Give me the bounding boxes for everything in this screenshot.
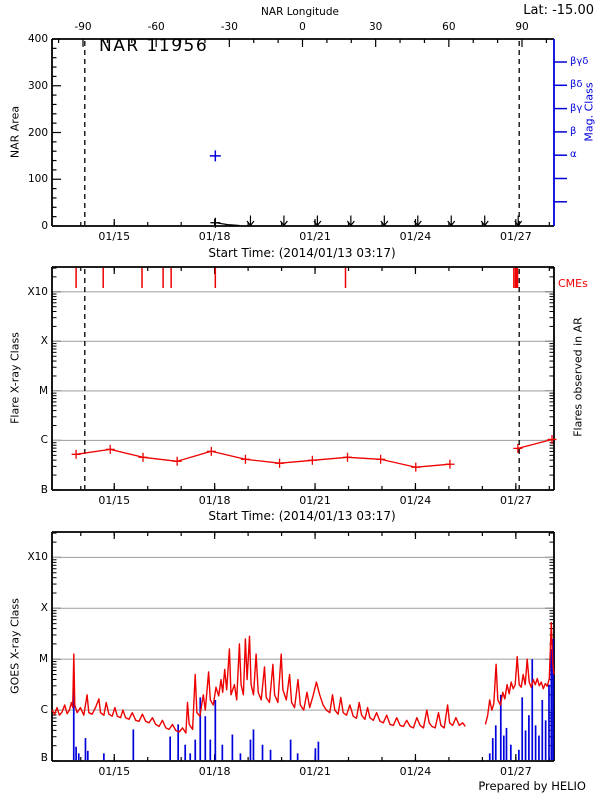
upper-limit-arrow (514, 220, 519, 226)
upper-limit-arrow (450, 220, 456, 226)
p2-x-axis-title: Start Time: (2014/01/13 03:17) (208, 509, 396, 523)
p1-date-tick-label: 01/21 (299, 230, 331, 243)
upper-limit-arrow (249, 220, 255, 226)
p3-y-axis-title: GOES X-ray Class (8, 598, 22, 694)
p1-date-tick-label: 01/18 (198, 230, 231, 243)
top-axis-title: NAR Longitude (261, 6, 339, 18)
p2-date-tick-label: 01/24 (399, 494, 432, 507)
upper-limit-arrow (417, 220, 422, 226)
cme-label: CMEs (558, 277, 588, 290)
p2-class-tick-label: X (40, 335, 48, 348)
nar-number-label: NAR 11956 (99, 36, 209, 56)
p1-date-tick-label: 01/15 (98, 230, 131, 243)
p3-class-tick-label: B (40, 751, 48, 764)
upper-limit-arrow (380, 220, 385, 226)
p1-y-tick-label: 300 (27, 79, 48, 92)
p3-class-tick-label: X (40, 602, 48, 615)
p2-class-tick-label: C (40, 434, 48, 447)
p1-y-tick-label: 400 (27, 32, 48, 45)
longitude-tick-label: 0 (299, 21, 306, 33)
p2-class-tick-label: X10 (27, 285, 48, 298)
mag-class-tick-label: βδ (570, 79, 583, 91)
upper-limit-arrow (447, 220, 452, 226)
upper-limit-arrow (480, 220, 486, 226)
upper-limit-arrow (383, 220, 389, 226)
p2-class-tick-label: B (40, 483, 48, 496)
flare-class-line (76, 448, 450, 468)
p2-date-tick-label: 01/27 (499, 494, 532, 507)
p2-date-tick-label: 01/21 (299, 494, 331, 507)
p2-date-tick-label: 01/18 (198, 494, 231, 507)
upper-limit-arrow (350, 220, 355, 226)
p1-date-tick-label: 01/27 (499, 230, 532, 243)
p2-date-tick-label: 01/15 (98, 494, 131, 507)
p3-class-tick-label: M (38, 652, 48, 665)
longitude-tick-label: -30 (220, 21, 238, 33)
upper-limit-arrow (313, 220, 318, 226)
p1-y-tick-label: 0 (41, 219, 48, 232)
upper-limit-arrow (413, 220, 419, 226)
p1-x-axis-title: Start Time: (2014/01/13 03:17) (208, 246, 396, 260)
p3-date-tick-label: 01/21 (299, 765, 331, 778)
upper-limit-arrow (246, 220, 251, 226)
goes-flux-curve (484, 621, 555, 725)
p2-class-tick-label: M (38, 384, 48, 397)
p3-date-tick-label: 01/27 (499, 765, 532, 778)
upper-limit-arrow (316, 220, 322, 226)
mag-class-tick-label: α (570, 149, 577, 161)
flare-class-line (517, 438, 553, 450)
longitude-tick-label: 60 (442, 21, 456, 33)
p3-class-tick-label: X10 (27, 551, 48, 564)
p1-y-tick-label: 200 (27, 126, 48, 139)
p3-date-tick-label: 01/24 (399, 765, 432, 778)
credit-label: Prepared by HELIO (478, 779, 586, 793)
upper-limit-arrow (279, 220, 285, 226)
latitude-label: Lat: -15.00 (523, 3, 594, 18)
upper-limit-arrow (517, 220, 523, 226)
mag-class-tick-label: β (570, 125, 577, 137)
mag-class-axis-title: Mag. Class (582, 82, 596, 142)
p1-date-tick-label: 01/24 (399, 230, 432, 243)
longitude-tick-label: 30 (368, 21, 383, 33)
p3-date-tick-label: 01/18 (198, 765, 231, 778)
goes-flux-curve (51, 635, 466, 734)
mag-class-tick-label: βγ (570, 102, 583, 114)
upper-limit-arrow (283, 220, 288, 226)
p2-y-axis-title: Flare X-ray Class (8, 332, 22, 424)
upper-limit-arrow (346, 220, 352, 226)
longitude-tick-label: -90 (74, 21, 92, 33)
p3-class-tick-label: C (40, 703, 48, 716)
longitude-tick-label: 90 (515, 21, 529, 33)
upper-limit-arrow (484, 220, 489, 226)
longitude-tick-label: -60 (147, 21, 165, 33)
p2-right-axis-title: Flares observed in AR (571, 317, 585, 437)
mag-class-tick-label: βγδ (570, 56, 589, 67)
p3-date-tick-label: 01/15 (98, 765, 131, 778)
p1-y-axis-title: NAR Area (8, 105, 22, 159)
p1-y-tick-label: 100 (27, 173, 48, 185)
